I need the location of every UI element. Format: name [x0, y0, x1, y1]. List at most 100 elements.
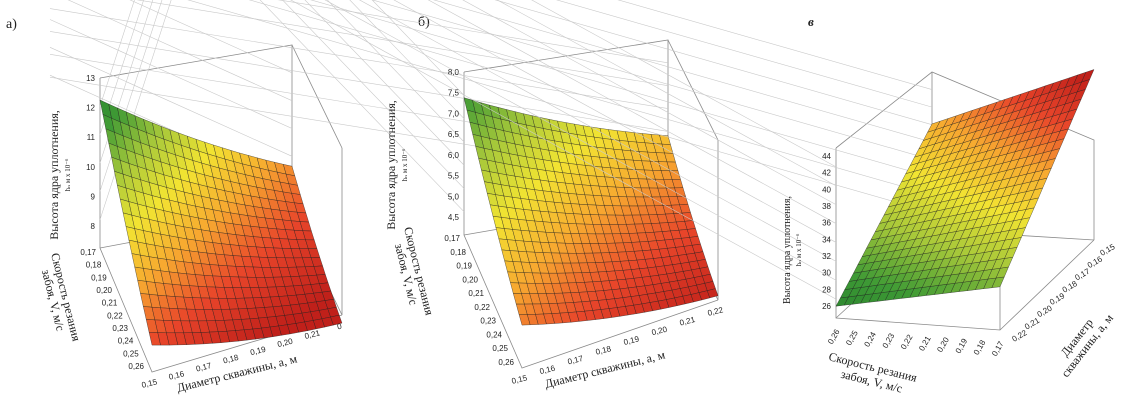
panel-a-y-tick-label: 0,24 [118, 337, 134, 346]
panel-b-y-tick-label: 0,20 [462, 275, 478, 284]
panel-c-gridline [427, 0, 837, 224]
panel-a-y-tick-label: 0,19 [91, 273, 107, 282]
panel-c-z-tick-label: 28 [822, 285, 831, 294]
panel-a-x-ticks: 0,15 0,16 0,17 0,18 0,19 0,20 0,21 0 [141, 322, 343, 390]
panel-a-z-label: Высота ядра уплотнения, hₙ м х 10⁻⁶ [47, 110, 72, 240]
panel-b-gridline [277, 0, 669, 64]
panel-b-y-tick-label: 0,24 [486, 330, 502, 339]
panel-a-gridline [99, 0, 144, 135]
panel-a-y-tick-label: 0,17 [80, 248, 96, 257]
panel-c-x-tick-label: 0,17 [990, 339, 1006, 357]
panel-b-gridline [304, 0, 465, 166]
panel-a-gridline [99, 0, 135, 107]
panel-label-a: а) [6, 17, 17, 32]
panel-a-y-tick-label: 0,20 [96, 286, 112, 295]
panel-c-x-label: Скорость резания забоя, V, м/с [827, 349, 919, 395]
panel-a-surface-cell [330, 314, 343, 326]
panel-b-gridline [259, 0, 465, 212]
panel-a-y-tick-label: 0,26 [128, 362, 144, 371]
panel-b-z-tick-label: 5,5 [448, 172, 460, 181]
panel-a-y-tick-label: 0,22 [107, 311, 123, 320]
panel-b-x-tick-label: 0,22 [707, 305, 725, 318]
panel-c-gridline [433, 0, 933, 143]
panel-b-y-ticks: 0,17 0,18 0,19 0,20 0,21 0,22 0,23 0,24 0,25 0,26 [444, 234, 514, 367]
panel-b-z-tick-label: 7,0 [448, 109, 460, 118]
panel-b-gridline [371, 0, 465, 96]
panel-c-z-tick-label: 30 [822, 269, 831, 278]
panel-c-z-tick-label: 38 [822, 202, 831, 211]
panel-a-z-tick-label: 10 [86, 163, 95, 172]
panel-c-gridline [187, 0, 933, 213]
panel-b-x-tick-label: 0,19 [623, 334, 641, 347]
panel-c-gridline [462, 0, 837, 205]
panel-b-y-tick-label: 0,18 [450, 248, 466, 257]
panel-b-z-tick-label: 6,0 [448, 151, 460, 160]
panel-c-z-ticks: 44 42 40 38 36 34 32 30 28 26 [822, 152, 831, 311]
panel-c-x-tick-label: 0,18 [972, 338, 988, 356]
panel-c-x-tick-label: 0,20 [935, 335, 951, 353]
panel-a-z-tick-label: 8 [91, 222, 96, 231]
panel-c-gridline [310, 0, 933, 178]
panel-b-y-tick-label: 0,25 [492, 344, 508, 353]
panel-a-x-tick-label: 0,20 [276, 336, 294, 349]
panel-a-y-tick-label: 0,21 [102, 299, 118, 308]
panel-b-y-tick-label: 0,21 [468, 289, 484, 298]
panel-c-z-label-sub: hₙ м х 10⁻⁶ [795, 233, 803, 266]
panel-c-x-tick-label: 0,19 [954, 337, 970, 355]
panel-a-y-tick-label: 0,18 [86, 261, 102, 270]
panel-b-gridline [49, 31, 669, 132]
panel-b-y-tick-label: 0,17 [444, 234, 460, 243]
panel-a-x-tick-label: 0 [336, 322, 343, 332]
panel-b-y-tick-label: 0,26 [498, 358, 514, 367]
panel-b-gridline [136, 0, 669, 87]
panel-a-x-tick-label: 0,19 [249, 345, 267, 358]
panel-a-y-ticks: 0,17 0,18 0,19 0,20 0,21 0,22 0,23 0,24 0,25 0,26 [80, 248, 144, 371]
panel-c-gridline [324, 0, 837, 281]
panel-b-z-label-sub: hₙ м х 10⁻⁶ [401, 148, 409, 181]
panel-b-surface-cell [707, 288, 719, 299]
panel-b-gridline [349, 0, 465, 119]
panel-a-gridline [129, 0, 293, 74]
panel-a-x-tick-label: 0,15 [141, 377, 159, 390]
panel-a-z-tick-label: 11 [87, 133, 96, 142]
panel-c-z-tick-label: 32 [822, 252, 831, 261]
panel-c-x-tick-label: 0,23 [881, 331, 897, 349]
panel-c-gridline [496, 0, 837, 187]
panel-c-gridline [371, 0, 933, 161]
panel-b-y-tick-label: 0,23 [480, 317, 496, 326]
panel-b-z-ticks: 8,0 7,5 7,0 6,5 6,0 5,5 5,0 4,5 [448, 68, 460, 222]
panel-b-y-label: Скорость резания забоя, V, м/с [392, 225, 437, 317]
panel-b-y-tick-label: 0,19 [456, 262, 472, 271]
panel-b-gridline [282, 0, 465, 189]
panel-b-z-tick-label: 4,5 [448, 213, 460, 222]
panel-c-z-tick-label: 44 [822, 152, 831, 161]
panel-a-z-tick-label: 9 [91, 192, 96, 201]
panel-c-z-tick-label: 26 [822, 302, 831, 311]
panel-b-gridline [326, 0, 465, 143]
panel-a-z-tick-label: 13 [86, 74, 95, 83]
panel-b-y-tick-label: 0,22 [474, 303, 490, 312]
panel-c-z-tick-label: 34 [822, 235, 831, 244]
panel-a-gridline [67, 0, 293, 101]
panel-label-c: в [808, 14, 814, 29]
panel-c-x-ticks: 0,26 0,25 0,24 0,23 0,22 0,21 0,20 0,19 0,18 0,17 [826, 327, 1006, 357]
panel-c-z-tick-label: 40 [822, 185, 831, 194]
panel-c-gridline [556, 0, 933, 108]
panel-c-gridline [359, 0, 837, 262]
panel-a-y-tick-label: 0,23 [112, 324, 128, 333]
panel-b-x-tick-label: 0,16 [539, 363, 557, 376]
panel-c-z-label: Высота ядра уплотнения, hₙ м х 10⁻⁶ [782, 196, 803, 304]
panel-c-gridline [531, 0, 837, 168]
panel-b-surface [463, 97, 719, 326]
panel-a-y-tick-label: 0,25 [123, 349, 139, 358]
panel-b-x-ticks: 0,15 0,16 0,17 0,18 0,19 0,20 0,21 0,22 [511, 305, 725, 386]
panel-c-gridline [393, 0, 837, 243]
panel-b-x-tick-label: 0,20 [651, 325, 669, 338]
panel-b-z-label-main: Высота ядра уплотнения, [384, 100, 398, 230]
panel-a-surface [99, 99, 343, 346]
panel-b-z-tick-label: 5,0 [448, 192, 460, 201]
panel-a-x-tick-label: 0,21 [304, 328, 322, 341]
panel-b-x-tick-label: 0,15 [511, 373, 529, 386]
panel-a-z-label-main: Высота ядра уплотнения, [47, 110, 61, 240]
